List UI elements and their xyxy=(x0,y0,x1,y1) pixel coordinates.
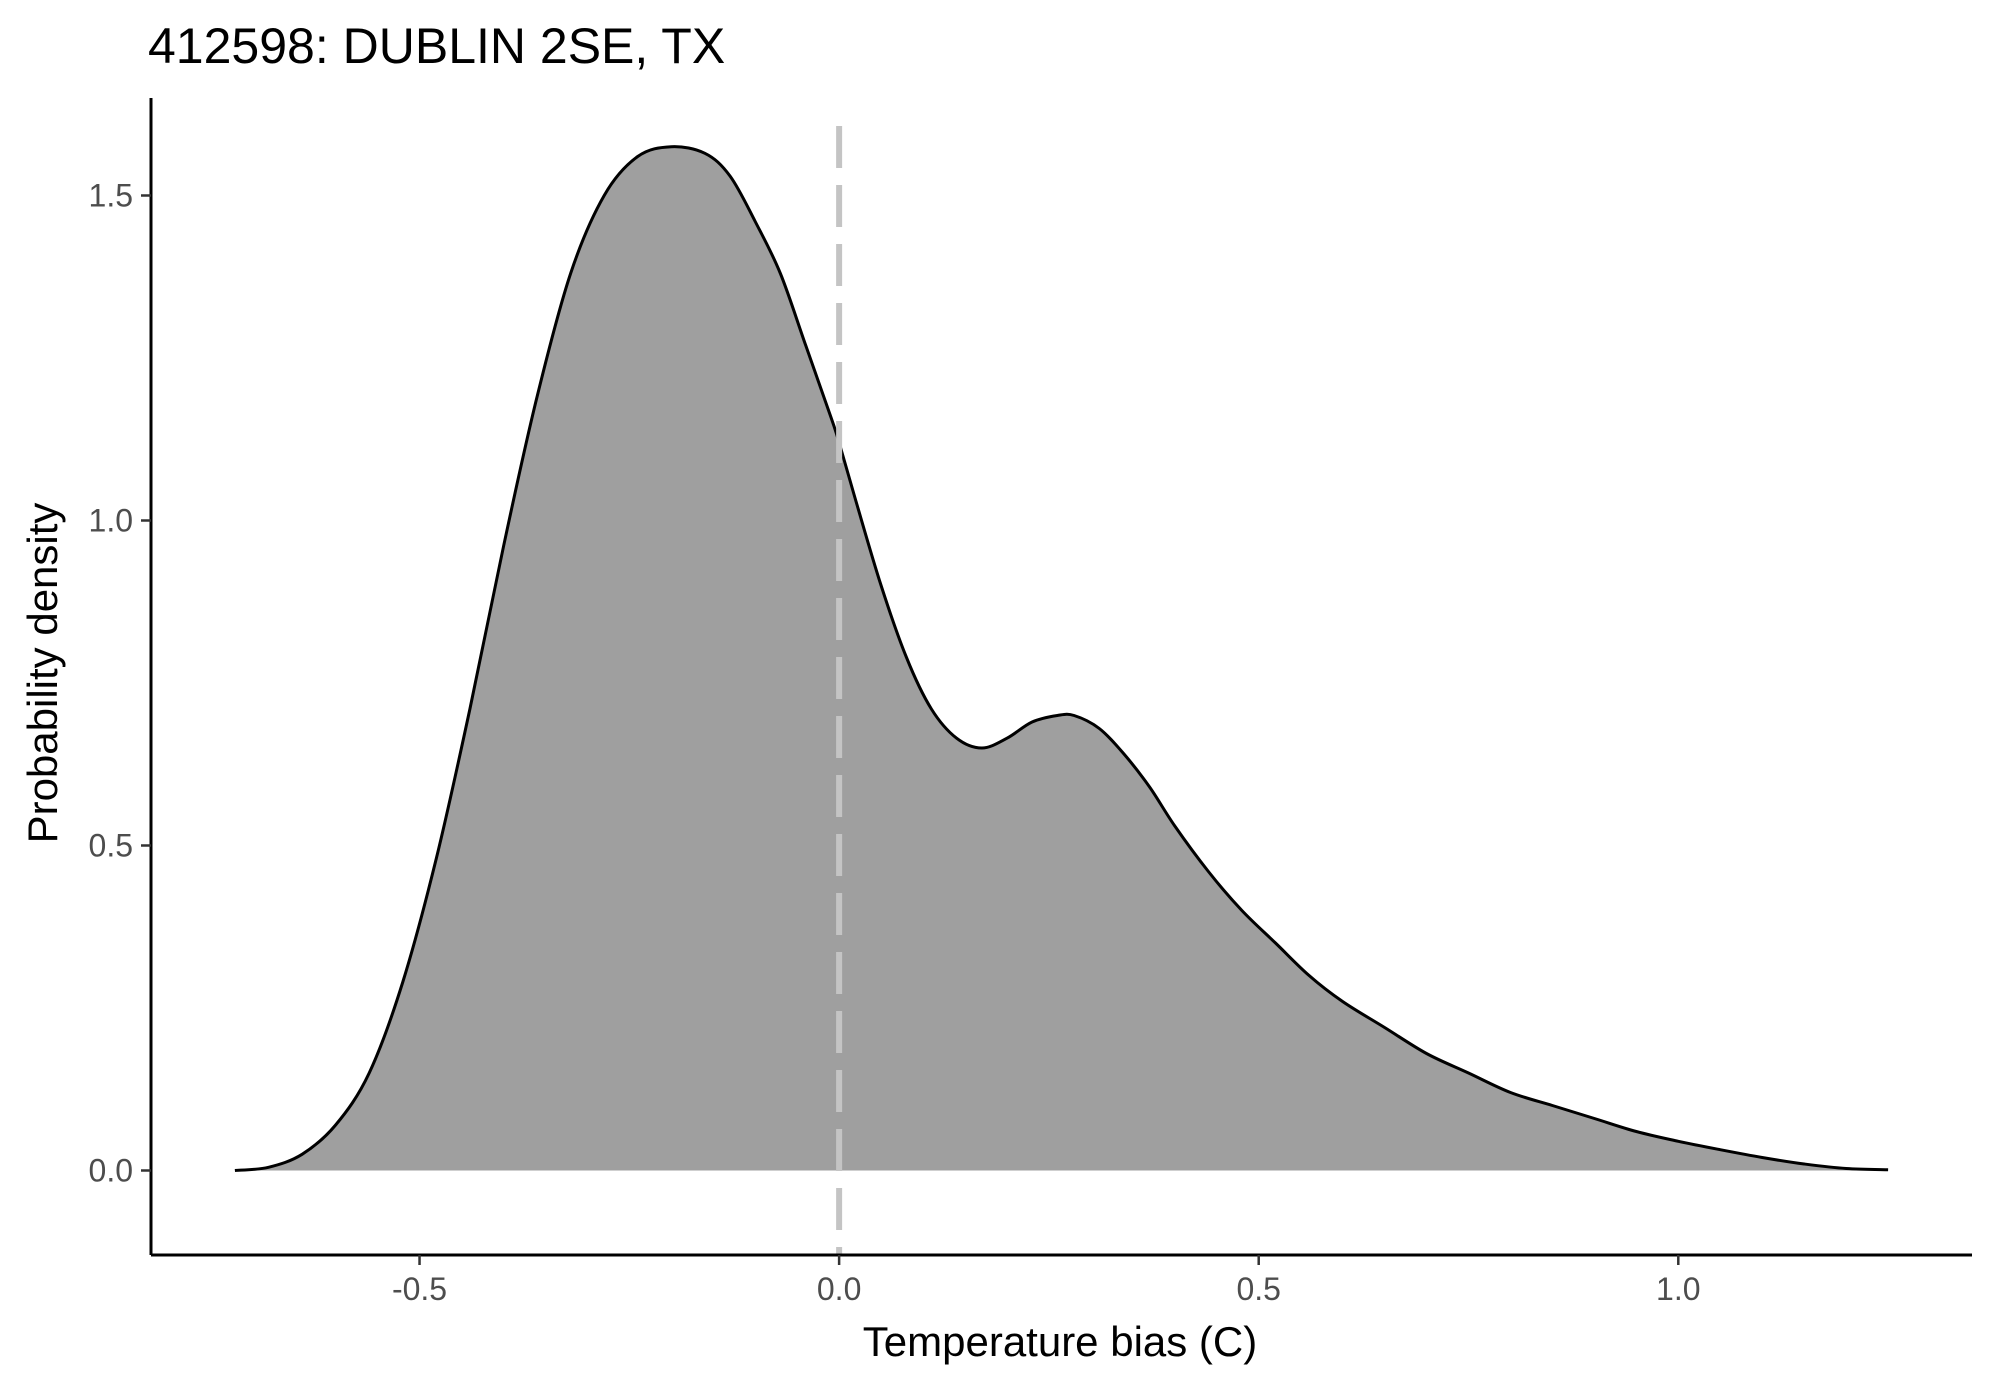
y-tick-label: 1.0 xyxy=(89,503,133,539)
density-fill xyxy=(234,146,1889,1171)
y-axis-title: Probability density xyxy=(19,503,66,844)
axes: -0.5 0.0 0.5 1.0 0.0 0.5 1.0 1.5 xyxy=(89,98,1972,1307)
y-tick-label: 0.5 xyxy=(89,828,133,864)
y-tick-label: 0.0 xyxy=(89,1153,133,1189)
chart-title: 412598: DUBLIN 2SE, TX xyxy=(148,18,725,74)
x-tick-label: 0.0 xyxy=(817,1271,861,1307)
x-tick-label: 0.5 xyxy=(1236,1271,1280,1307)
x-tick-label: 1.0 xyxy=(1656,1271,1700,1307)
x-tick-label: -0.5 xyxy=(392,1271,447,1307)
density-curve xyxy=(234,145,1889,1172)
x-axis-title: Temperature bias (C) xyxy=(863,1318,1257,1365)
y-tick-label: 1.5 xyxy=(89,178,133,214)
plot-area xyxy=(234,126,1889,1255)
